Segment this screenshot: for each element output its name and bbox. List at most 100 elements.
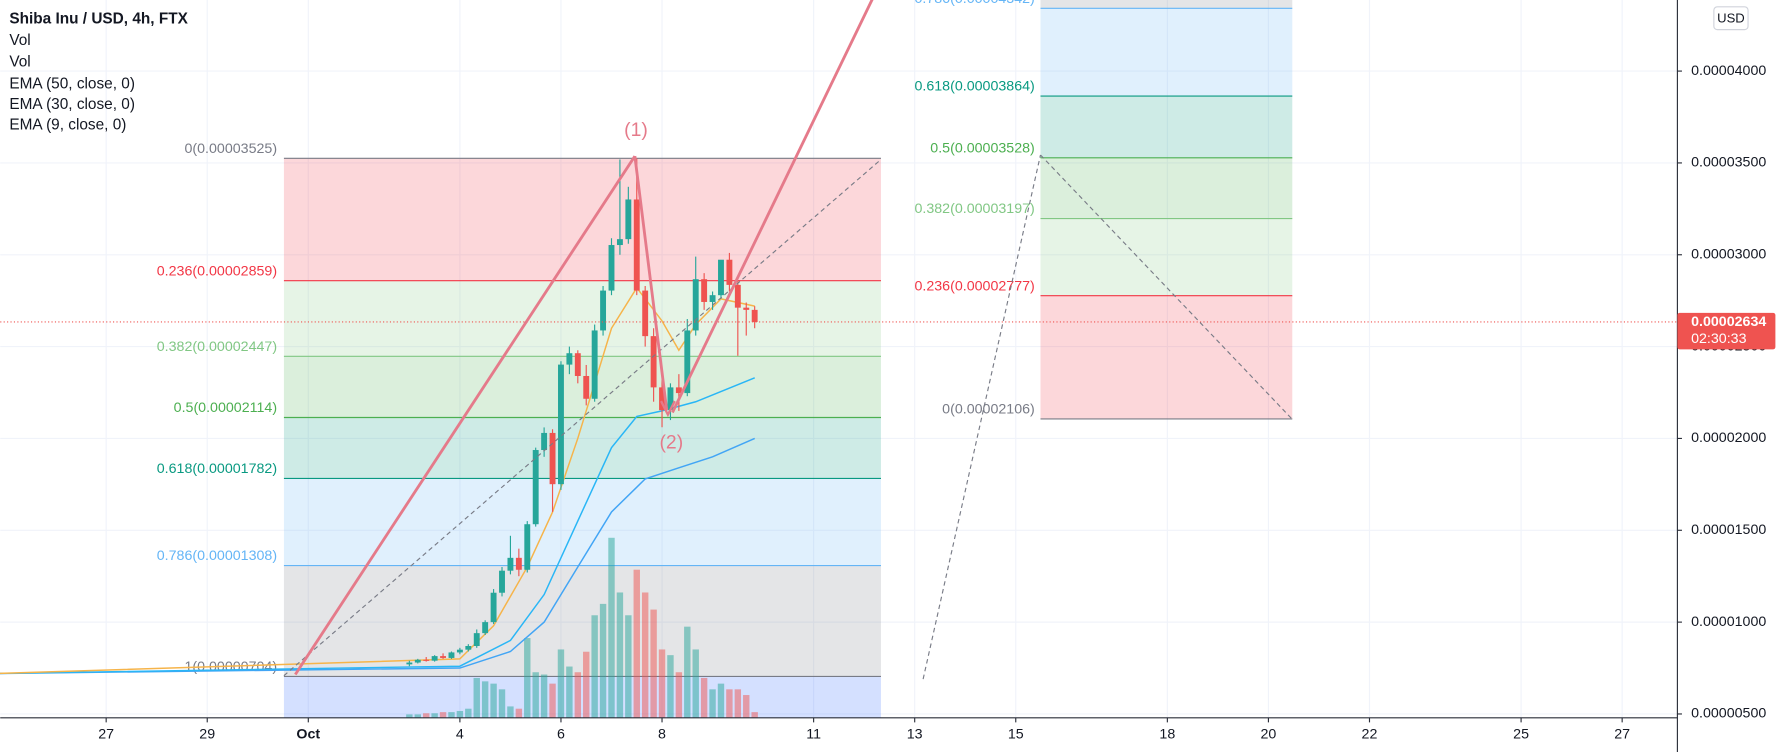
volume-bar [498, 689, 506, 718]
candle-body [524, 524, 531, 570]
candle-body [456, 649, 463, 653]
wave-label: (2) [659, 431, 683, 453]
fib-zone [283, 676, 881, 718]
candle-body [515, 557, 522, 570]
candle-body [675, 387, 682, 394]
volume-bar [658, 649, 666, 718]
symbol-title: Shiba Inu / USD, 4h, FTX [9, 10, 188, 27]
candle-body [448, 652, 455, 658]
candle-body [667, 387, 674, 411]
volume-bar [465, 708, 472, 718]
candle-body [566, 353, 573, 365]
countdown-label: 02:30:33 [1691, 331, 1746, 347]
candle-body [414, 659, 421, 663]
fib-label: 0.5(0.00002114) [174, 400, 277, 416]
x-tick-label: 11 [806, 727, 821, 743]
trend-line [671, 0, 874, 414]
arrow-head [660, 400, 676, 418]
legend-item: EMA (9, close, 0) [9, 116, 126, 133]
volume-bar [448, 712, 455, 718]
x-tick-label: Oct [296, 727, 320, 743]
legend-item: Vol [9, 54, 30, 71]
fib-label: 0.786(0.00004342) [914, 0, 1034, 7]
candle-body [718, 259, 724, 296]
volume-bar [599, 603, 607, 718]
legend-item: EMA (50, close, 0) [9, 75, 135, 92]
candle-body [659, 387, 665, 411]
legend-item: EMA (30, close, 0) [9, 96, 135, 113]
candle-body [701, 279, 708, 302]
volume-bar [583, 651, 590, 718]
fib-zone [283, 417, 881, 479]
volume-bar [524, 638, 531, 718]
fib-label: 0.236(0.00002859) [157, 263, 277, 279]
fib-zone [1040, 96, 1293, 158]
fib-label: 0(0.00002106) [942, 402, 1035, 418]
volume-bar [726, 689, 733, 718]
volume-bar [692, 649, 699, 718]
fib-zone [1040, 295, 1293, 419]
volume-bar [473, 677, 480, 718]
x-tick-label: 22 [1362, 727, 1378, 743]
y-tick-label: 0.00003500 [1691, 155, 1766, 171]
y-tick-label: 0.00002000 [1691, 430, 1766, 446]
fib-label: 0.618(0.00001782) [157, 461, 277, 477]
fib-label: 0.5(0.00003528) [930, 140, 1034, 156]
fib-zone [283, 478, 881, 566]
volume [406, 537, 758, 718]
fib-zone [1040, 8, 1293, 97]
volume-bar [675, 672, 683, 718]
y-tick-label: 0.00000500 [1691, 706, 1766, 722]
fib-zone [283, 356, 881, 418]
candle-body [625, 199, 632, 240]
candle-body [541, 432, 548, 451]
currency-button[interactable] [1713, 6, 1749, 31]
volume-bar [423, 713, 430, 718]
x-tick-label: 20 [1261, 727, 1277, 743]
candle-body [743, 307, 750, 310]
volume-bar [515, 708, 523, 718]
currency-box[interactable]: USD [1713, 6, 1749, 31]
candle-body [532, 450, 539, 525]
volume-bar [717, 683, 725, 718]
volume-bar [490, 683, 497, 718]
volume-bar [439, 712, 447, 718]
volume-bar [507, 706, 514, 718]
candle-body [549, 432, 556, 485]
price-tag-bg [1677, 312, 1776, 350]
fib-retracements: 0(0.00003525) 0.236(0.00002859) 0.382(0.00… [157, 0, 1293, 718]
x-tick-label: 13 [907, 727, 923, 743]
volume-bar [406, 714, 413, 718]
fib-label: 0.382(0.00002447) [157, 339, 277, 355]
fib-zone [283, 280, 881, 357]
volume-bar [709, 689, 716, 718]
candle-body [650, 336, 657, 388]
volume-bar [625, 615, 632, 718]
trend-line [294, 155, 637, 676]
candle-body [440, 656, 446, 658]
volume-bar [532, 672, 539, 718]
y-tick-label: 0.00004000 [1691, 63, 1766, 79]
volume-bar [650, 609, 657, 718]
y-tick-label: 0.00001000 [1691, 614, 1766, 630]
candle-body [583, 375, 590, 399]
x-tick-label: 8 [658, 727, 666, 743]
x-tick-label: 27 [98, 727, 114, 743]
volume-bar [591, 615, 598, 718]
volume-bar [734, 689, 742, 718]
candle-body [406, 662, 413, 665]
volume-bar [456, 710, 464, 718]
ema-line [0, 437, 756, 675]
volume-bar [641, 592, 649, 718]
x-tick-label: 27 [1614, 727, 1630, 743]
x-tick-label: 18 [1159, 727, 1175, 743]
volume-bar [684, 626, 691, 718]
volume-bar [431, 713, 438, 718]
price-axis-bg [1677, 0, 1787, 752]
x-tick-label: 15 [1008, 727, 1024, 743]
volume-bar [574, 672, 582, 718]
candle-body [734, 284, 741, 308]
